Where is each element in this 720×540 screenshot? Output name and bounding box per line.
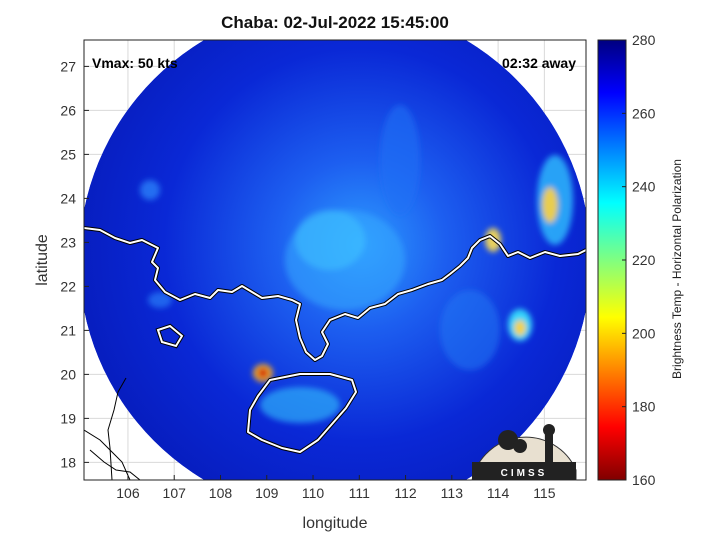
x-axis-label: longitude [303, 515, 368, 532]
colorbar-tick-label: 200 [632, 325, 656, 341]
coastline [84, 226, 586, 480]
logo-text: CIMSS [501, 468, 548, 479]
colorbar-tick-label: 260 [632, 105, 656, 121]
x-tick-label: 106 [116, 485, 140, 501]
x-tick-label: 107 [163, 485, 187, 501]
y-tick-label: 25 [60, 146, 76, 162]
x-tick-label: 108 [209, 485, 233, 501]
y-tick-label: 19 [60, 410, 76, 426]
x-tick-label: 115 [533, 485, 556, 501]
colorbar-tick-label: 220 [632, 252, 656, 268]
colorbar-tick-label: 180 [632, 399, 656, 415]
x-tick-label: 109 [255, 485, 279, 501]
x-tick-label: 114 [487, 485, 510, 501]
colorbar-tick-label: 280 [632, 32, 656, 48]
x-axis: 106 107 108 109 110 111 112 113 114 115 [116, 475, 556, 501]
colorbar-tick-label: 240 [632, 179, 656, 195]
axes-frame [83, 39, 587, 481]
y-tick-label: 26 [60, 102, 76, 118]
brightness-temperature-field [84, 40, 586, 480]
chart-title: Chaba: 02-Jul-2022 15:45:00 [221, 13, 449, 32]
x-tick-label: 112 [394, 485, 417, 501]
y-tick-label: 21 [60, 322, 76, 338]
x-tick-label: 113 [441, 485, 464, 501]
y-tick-label: 27 [60, 58, 76, 74]
x-tick-label: 110 [302, 485, 325, 501]
vmax-label: Vmax: 50 kts [92, 55, 178, 71]
time-away-label: 02:32 away [502, 55, 576, 71]
colorbar-label: Brightness Temp - Horizontal Polarizatio… [670, 159, 684, 379]
y-axis: 18 19 20 21 22 23 24 25 26 27 [60, 58, 89, 470]
y-tick-label: 24 [60, 190, 76, 206]
y-tick-label: 22 [60, 278, 76, 294]
x-tick-label: 111 [349, 485, 370, 501]
y-tick-label: 23 [60, 234, 76, 250]
y-tick-label: 18 [60, 454, 76, 470]
y-tick-label: 20 [60, 366, 76, 382]
colorbar-ticks: 160 180 200 220 240 260 280 [622, 32, 656, 488]
y-axis-label: latitude [34, 234, 51, 286]
colorbar [597, 39, 627, 481]
colorbar-tick-label: 160 [632, 472, 656, 488]
